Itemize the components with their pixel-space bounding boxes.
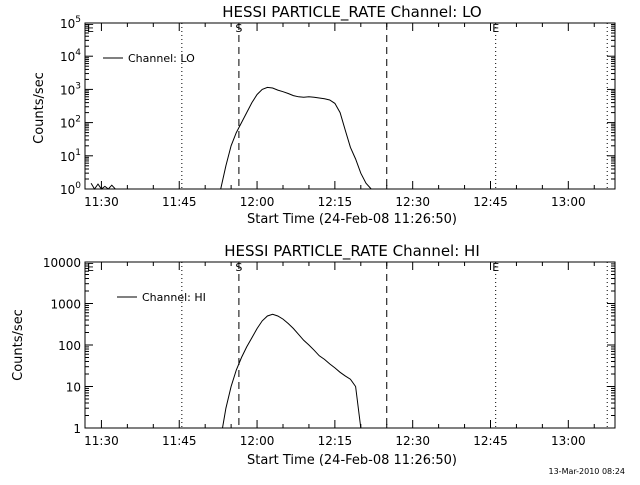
panel-lo-xlabel: Start Time (24-Feb-08 11:26:50) bbox=[247, 212, 457, 227]
marker-label-lo-4: E bbox=[492, 22, 499, 35]
ytick-label-lo-2: 102 bbox=[60, 115, 81, 131]
xtick-label-lo-4: 12:30 bbox=[395, 195, 430, 209]
panel-hi-line bbox=[222, 313, 362, 429]
panel-lo: HESSI PARTICLE_RATE Channel: LO E S E 11:3… bbox=[32, 3, 616, 227]
ytick-label-hi-2: 100 bbox=[58, 339, 81, 353]
ytick-label-hi-0: 1 bbox=[73, 422, 81, 436]
ytick-label-lo-3: 103 bbox=[60, 81, 81, 97]
xtick-label-lo-6: 13:00 bbox=[551, 195, 586, 209]
marker-label-lo-0: E bbox=[87, 22, 94, 35]
ytick-label-lo-0: 100 bbox=[60, 181, 81, 197]
xtick-label-hi-3: 12:15 bbox=[318, 434, 353, 448]
panel-lo-xticks: 11:30 11:45 12:00 12:15 12:30 12:45 13:00 bbox=[84, 23, 595, 209]
xtick-label-hi-2: 12:00 bbox=[240, 434, 275, 448]
xtick-label-lo-5: 12:45 bbox=[473, 195, 508, 209]
ytick-label-lo-4: 104 bbox=[60, 48, 81, 64]
panel-hi-title: HESSI PARTICLE_RATE Channel: HI bbox=[224, 242, 480, 261]
panel-hi-ylabel: Counts/sec bbox=[11, 309, 26, 381]
panel-lo-line bbox=[90, 86, 372, 190]
panel-lo-yticks: 100 101 102 103 104 105 bbox=[60, 15, 615, 197]
xtick-label-lo-2: 12:00 bbox=[240, 195, 275, 209]
footer-timestamp: 13-Mar-2010 08:24 bbox=[549, 467, 626, 476]
xtick-label-lo-1: 11:45 bbox=[162, 195, 197, 209]
panel-hi: HESSI PARTICLE_RATE Channel: HI E S E 11:3… bbox=[11, 242, 616, 468]
marker-label-hi-2: S bbox=[235, 261, 242, 274]
ytick-label-lo-1: 101 bbox=[60, 148, 81, 164]
ytick-label-hi-3: 1000 bbox=[50, 298, 81, 312]
panel-hi-xticks: 11:30 11:45 12:00 12:15 12:30 12:45 13:00 bbox=[84, 262, 595, 448]
legend-lo-label: Channel: LO bbox=[128, 52, 195, 65]
xtick-label-hi-4: 12:30 bbox=[395, 434, 430, 448]
marker-label-hi-4: E bbox=[492, 261, 499, 274]
panel-hi-xlabel: Start Time (24-Feb-08 11:26:50) bbox=[247, 453, 457, 468]
ytick-label-hi-4: 10000 bbox=[43, 256, 81, 270]
panel-hi-frame bbox=[84, 261, 616, 429]
xtick-label-lo-0: 11:30 bbox=[84, 195, 119, 209]
marker-label-hi-0: E bbox=[87, 261, 94, 274]
panel-lo-legend: Channel: LO bbox=[103, 52, 195, 65]
series-line-hi-0 bbox=[222, 313, 362, 429]
panel-hi-legend: Channel: HI bbox=[117, 291, 206, 304]
series-line-lo-0 bbox=[90, 86, 372, 190]
panel-lo-title: HESSI PARTICLE_RATE Channel: LO bbox=[222, 3, 481, 22]
xtick-label-hi-0: 11:30 bbox=[84, 434, 119, 448]
xtick-label-hi-1: 11:45 bbox=[162, 434, 197, 448]
panel-lo-frame bbox=[84, 22, 616, 190]
ytick-label-hi-1: 10 bbox=[66, 381, 81, 395]
panel-lo-ylabel: Counts/sec bbox=[32, 72, 47, 144]
xtick-label-hi-6: 13:00 bbox=[551, 434, 586, 448]
ytick-label-lo-5: 105 bbox=[60, 15, 81, 31]
marker-label-lo-2: S bbox=[235, 22, 242, 35]
legend-hi-label: Channel: HI bbox=[142, 291, 206, 304]
xtick-label-hi-5: 12:45 bbox=[473, 434, 508, 448]
panel-hi-yticks: 1 10 100 1000 10000 bbox=[43, 256, 615, 436]
xtick-label-lo-3: 12:15 bbox=[318, 195, 353, 209]
